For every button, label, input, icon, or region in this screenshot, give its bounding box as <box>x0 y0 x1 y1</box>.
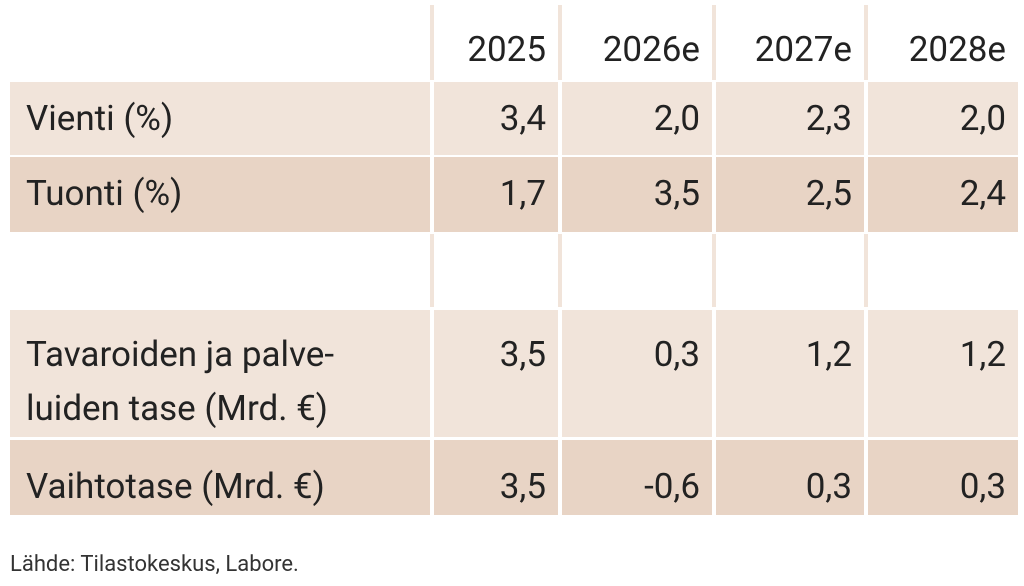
cell-value: 3,5 <box>499 334 546 375</box>
cell-value: 1,7 <box>499 173 546 214</box>
cell-value: 3,4 <box>499 98 546 139</box>
column-separator <box>430 82 434 155</box>
column-header: 2026e <box>602 29 700 70</box>
cell-value: 3,5 <box>653 173 700 214</box>
row-label: Tavaroiden ja palve- <box>26 334 335 375</box>
cell-value: 2,4 <box>959 173 1006 214</box>
row-label: Tuonti (%) <box>26 173 183 214</box>
column-separator <box>430 234 434 307</box>
cell-value: -0,6 <box>644 466 700 507</box>
column-separator <box>558 310 562 437</box>
column-separator <box>558 82 562 155</box>
column-separator <box>558 440 562 515</box>
row-label: Vienti (%) <box>26 98 174 139</box>
cell-value: 1,2 <box>959 334 1006 375</box>
cell-value: 2,3 <box>805 98 852 139</box>
cell-value: 0,3 <box>805 466 852 507</box>
column-separator <box>430 440 434 515</box>
cell-value: 0,3 <box>959 466 1006 507</box>
column-separator <box>558 234 562 307</box>
row-label: Vaihtotase (Mrd. €) <box>26 466 325 507</box>
column-separator <box>558 157 562 232</box>
column-separator <box>712 157 716 232</box>
column-separator <box>864 440 868 515</box>
column-separator <box>430 310 434 437</box>
row-label: luiden tase (Mrd. €) <box>26 388 328 429</box>
cell-value: 2,5 <box>805 173 852 214</box>
column-separator <box>712 310 716 437</box>
column-separator <box>712 234 716 307</box>
cell-value: 0,3 <box>653 334 700 375</box>
column-separator <box>864 5 868 80</box>
row-background <box>10 82 1018 155</box>
column-separator <box>558 5 562 80</box>
cell-value: 3,5 <box>499 466 546 507</box>
row-background <box>10 310 1018 437</box>
column-separator <box>712 5 716 80</box>
source-note: Lähde: Tilastokeskus, Labore. <box>10 552 299 577</box>
column-header: 2028e <box>908 29 1006 70</box>
column-separator <box>864 157 868 232</box>
column-separator <box>712 82 716 155</box>
column-separator <box>864 234 868 307</box>
cell-value: 2,0 <box>653 98 700 139</box>
column-separator <box>430 157 434 232</box>
cell-value: 2,0 <box>959 98 1006 139</box>
column-separator <box>430 5 434 80</box>
row-background <box>10 440 1018 515</box>
cell-value: 1,2 <box>805 334 852 375</box>
row-background <box>10 157 1018 232</box>
column-separator <box>712 440 716 515</box>
column-separator <box>864 82 868 155</box>
column-header: 2025 <box>467 29 546 70</box>
column-separator <box>864 310 868 437</box>
column-header: 2027e <box>754 29 852 70</box>
